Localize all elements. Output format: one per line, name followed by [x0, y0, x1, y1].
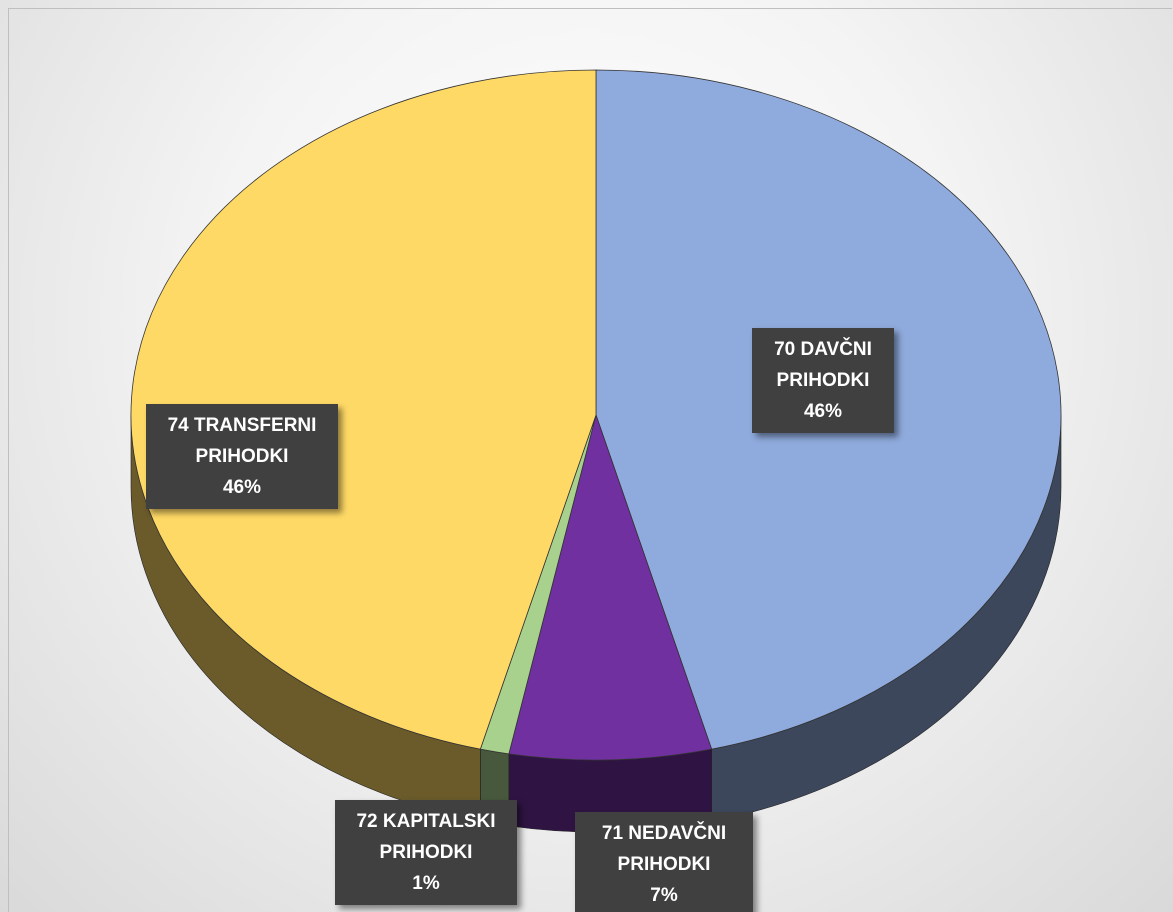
value-label: 46%	[222, 477, 262, 498]
data-label: 74 TRANSFERNI PRIHODKI 46%	[146, 404, 338, 509]
slice	[130, 69, 597, 750]
category-label: 74 TRANSFERNI PRIHODKI	[167, 415, 317, 467]
category-label: 71 NEDAVČNI PRIHODKI	[601, 823, 727, 875]
category-label: 72 KAPITALSKI PRIHODKI	[356, 811, 496, 863]
category-label: 70 DAVČNI PRIHODKI	[774, 339, 872, 391]
slice	[508, 413, 713, 761]
chart-frame	[8, 8, 1172, 912]
data-label: 70 DAVČNI PRIHODKI 46%	[752, 328, 894, 433]
data-label: 71 NEDAVČNI PRIHODKI 7%	[575, 812, 753, 912]
value-label: 46%	[803, 401, 843, 422]
value-label: 1%	[412, 873, 440, 894]
pie-sides	[130, 414, 1062, 833]
value-label: 7%	[650, 885, 678, 906]
data-label: 72 KAPITALSKI PRIHODKI 1%	[335, 800, 517, 905]
